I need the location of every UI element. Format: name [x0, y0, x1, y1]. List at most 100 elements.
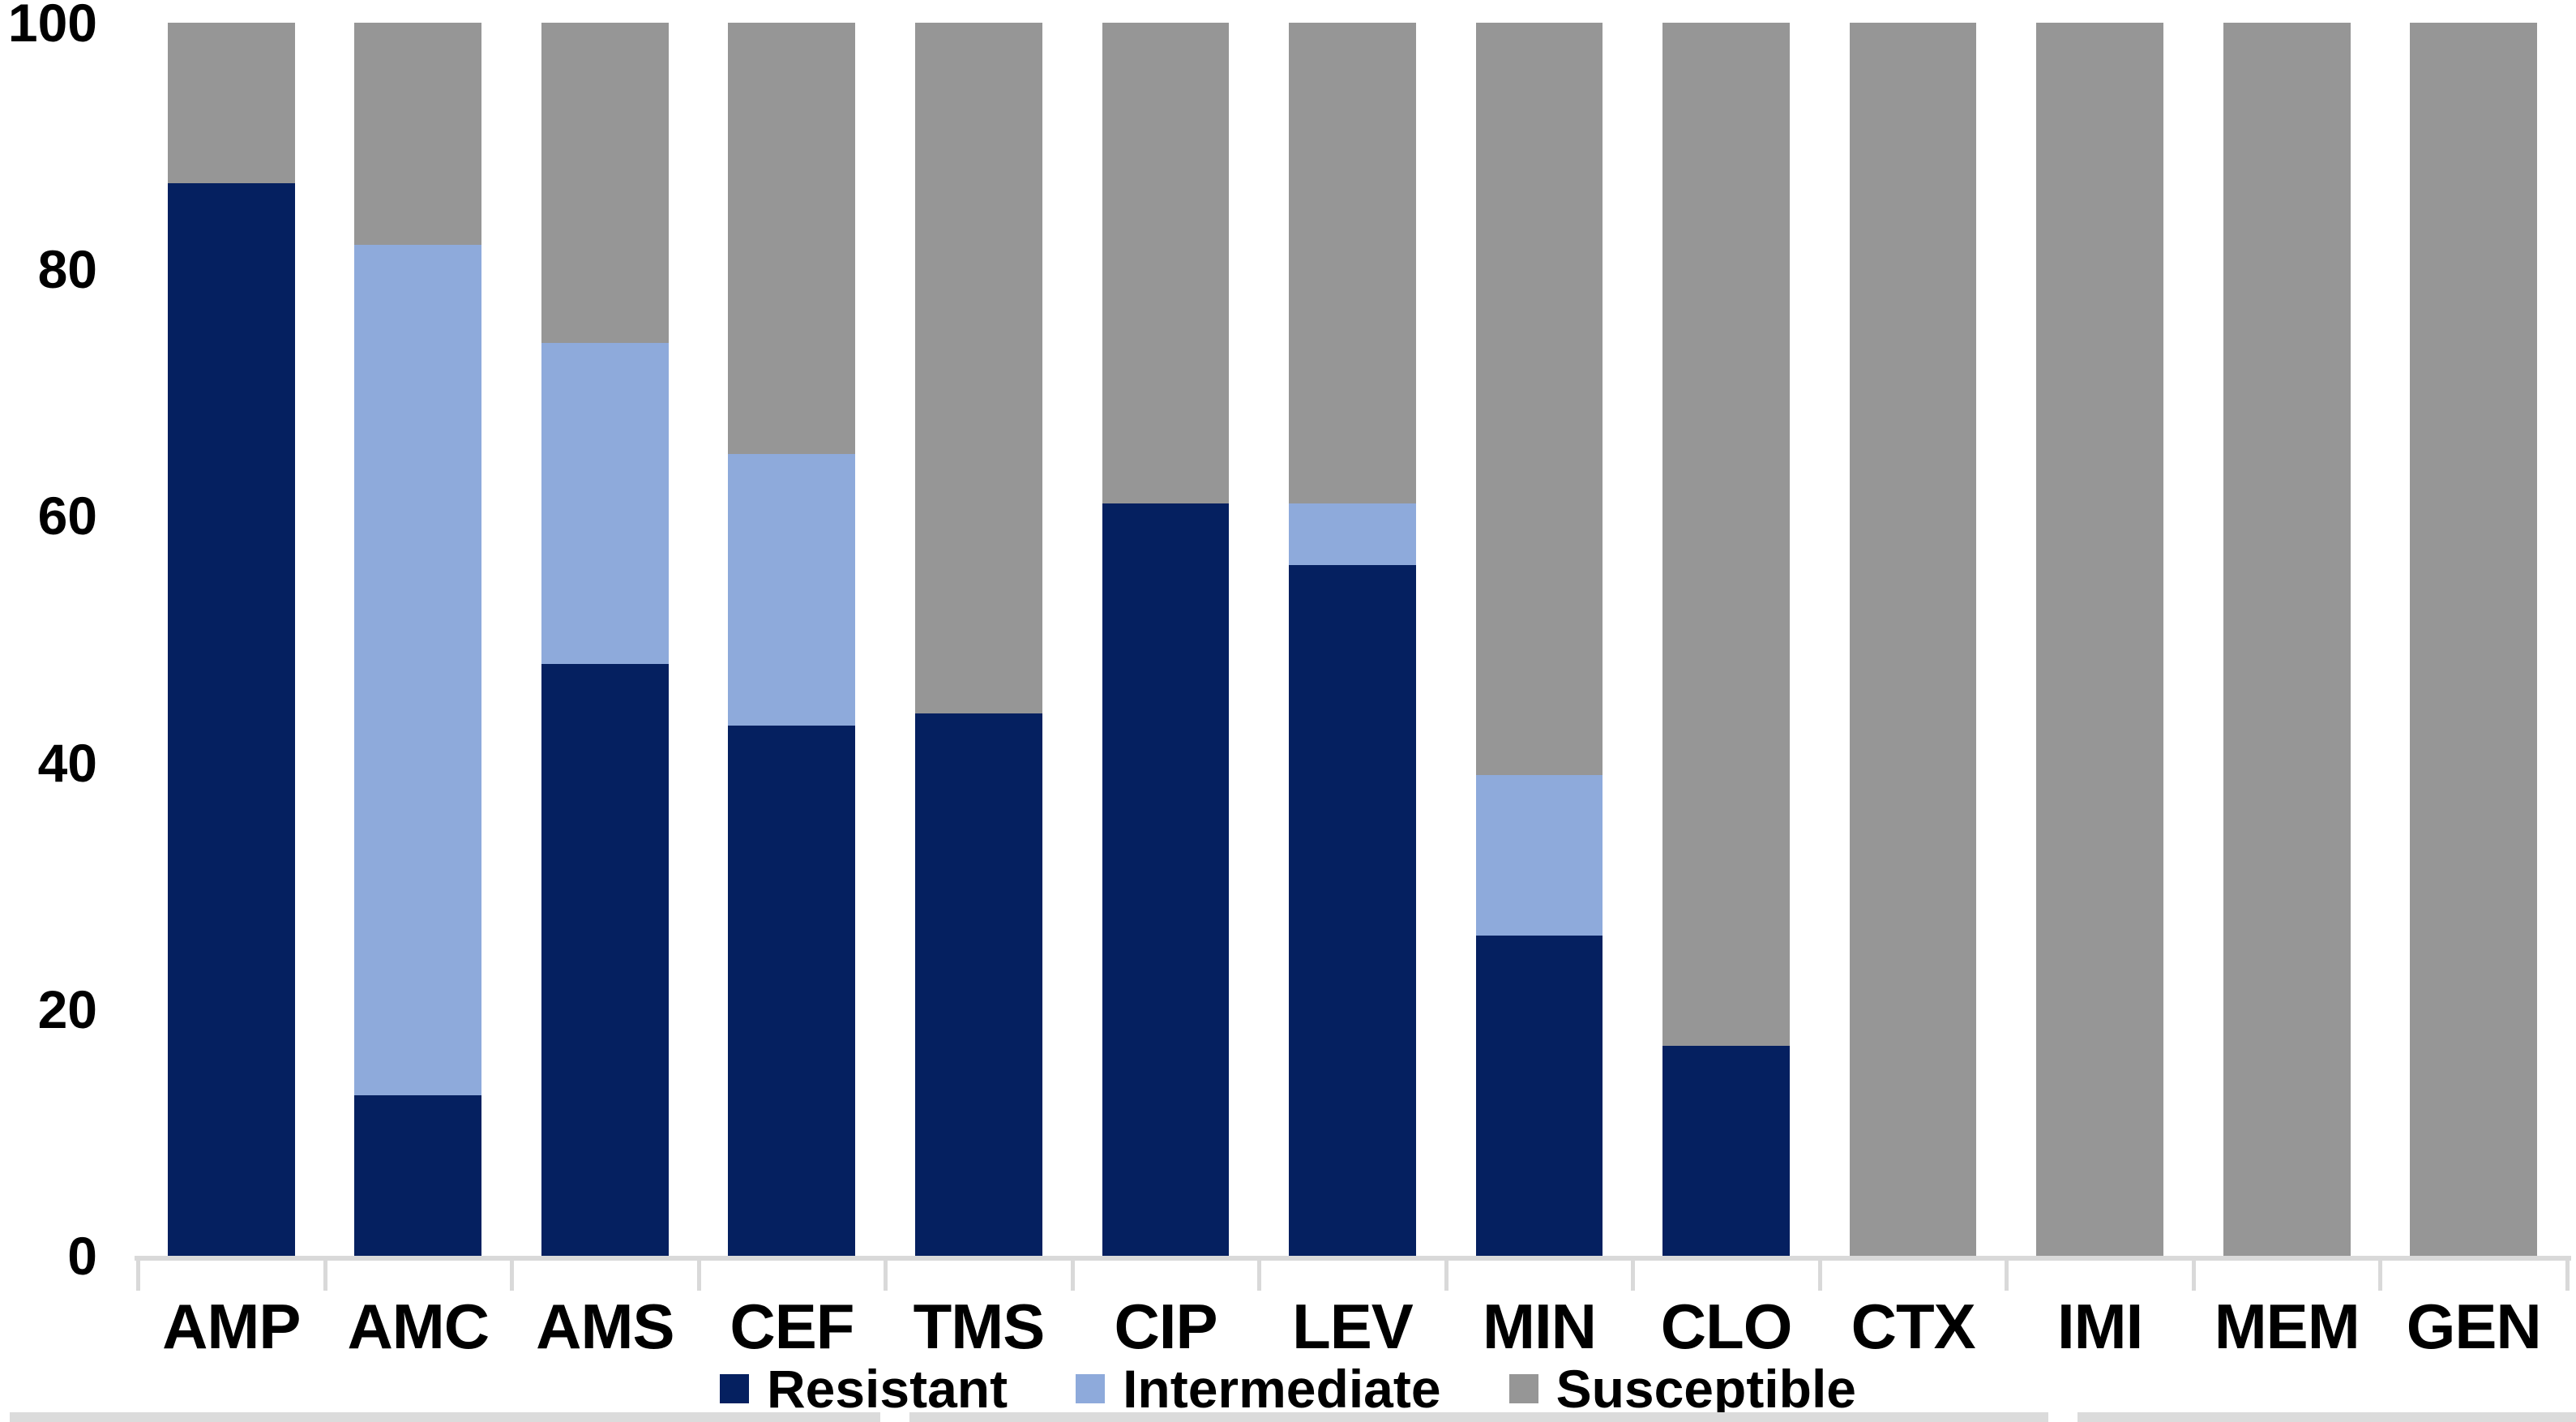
bar-segment-susceptible	[1289, 23, 1416, 504]
x-category-label-min: MIN	[1483, 1291, 1597, 1362]
category-slot	[1820, 23, 2007, 1256]
category-slot	[699, 23, 886, 1256]
x-axis-tick-mark	[1631, 1256, 1636, 1291]
bar-segment-susceptible	[2036, 23, 2163, 1256]
bar-segment-resistant	[1102, 503, 1230, 1256]
x-category-label-amc: AMC	[347, 1291, 490, 1362]
bar-segment-resistant	[541, 663, 669, 1256]
x-axis-tick-mark	[2191, 1256, 2196, 1291]
category-slot	[2193, 23, 2381, 1256]
category-slot	[325, 23, 512, 1256]
x-axis-tick-mark	[323, 1256, 327, 1291]
x-category-label-clo: CLO	[1660, 1291, 1793, 1362]
bar-segment-susceptible	[1475, 23, 1603, 775]
legend-item-susceptible: Susceptible	[1508, 1359, 1857, 1419]
x-category-label-cip: CIP	[1114, 1291, 1217, 1362]
legend-label-intermediate: Intermediate	[1123, 1359, 1441, 1419]
bar-segment-resistant	[1289, 565, 1416, 1256]
cropped-bar-top-strip	[909, 1412, 2048, 1422]
x-axis-category-labels: AMP AMC AMS CEF TMS CIP LEV MIN CLO CTX IMI MEM GEN	[138, 1295, 2567, 1368]
x-axis-tick-mark	[136, 1256, 140, 1291]
bar-segment-susceptible	[1849, 23, 1977, 1256]
category-slot	[1072, 23, 1260, 1256]
legend-item-intermediate: Intermediate	[1076, 1359, 1441, 1419]
x-category-label-imi: IMI	[2056, 1291, 2143, 1362]
y-axis-tick-labels: 0 20 40 60 80 100	[0, 0, 104, 1283]
y-tick-label: 100	[7, 0, 97, 53]
x-axis-tick-mark	[2378, 1256, 2383, 1291]
stacked-bar-imi	[2036, 23, 2163, 1256]
category-slot	[2380, 23, 2567, 1256]
bar-segment-resistant	[1475, 935, 1603, 1256]
x-axis-tick-mark	[2005, 1256, 2009, 1291]
x-axis-tick-mark	[696, 1256, 701, 1291]
bar-segment-intermediate	[1475, 774, 1603, 936]
stacked-bar-clo	[1662, 23, 1790, 1256]
x-category-label-ams: AMS	[536, 1291, 674, 1362]
y-tick-label: 60	[37, 486, 97, 546]
legend-swatch-intermediate	[1076, 1374, 1106, 1403]
legend-label-resistant: Resistant	[766, 1359, 1008, 1419]
cropped-bar-top-strip	[10, 1412, 880, 1422]
bar-segment-resistant	[728, 725, 856, 1256]
plot-area	[138, 23, 2567, 1256]
bar-segment-susceptible	[1662, 23, 1790, 1047]
stacked-bar-gen	[2410, 23, 2538, 1256]
category-slot	[1632, 23, 1820, 1256]
stacked-bar-amc	[354, 23, 482, 1256]
stacked-bar-cip	[1102, 23, 1230, 1256]
bar-segment-susceptible	[2410, 23, 2538, 1256]
bar-segment-resistant	[1662, 1046, 1790, 1256]
bar-segment-intermediate	[728, 454, 856, 726]
bar-segment-susceptible	[541, 23, 669, 344]
y-tick-label: 0	[67, 1226, 97, 1286]
y-tick-label: 40	[37, 732, 97, 793]
category-slot	[885, 23, 1072, 1256]
x-axis-tick-mark	[1817, 1256, 1822, 1291]
bar-segment-susceptible	[1102, 23, 1230, 504]
cropped-bar-top-strip	[2077, 1412, 2576, 1422]
x-axis-tick-mark	[884, 1256, 888, 1291]
x-category-label-amp: AMP	[162, 1291, 301, 1362]
x-axis-tick-mark	[510, 1256, 515, 1291]
bar-segment-susceptible	[915, 23, 1042, 713]
stacked-bar-lev	[1289, 23, 1416, 1256]
y-tick-label: 20	[37, 979, 97, 1039]
bar-segment-resistant	[167, 182, 295, 1256]
category-slot	[138, 23, 325, 1256]
category-slot	[511, 23, 699, 1256]
chart-legend: Resistant Intermediate Susceptible	[0, 1356, 2576, 1422]
stacked-bar-min	[1475, 23, 1603, 1256]
stacked-bar-ctx	[1849, 23, 1977, 1256]
x-axis-tick-mark	[1444, 1256, 1448, 1291]
x-category-label-mem: MEM	[2214, 1291, 2360, 1362]
x-category-label-tms: TMS	[913, 1291, 1046, 1362]
x-axis-line	[135, 1256, 2571, 1261]
x-category-label-ctx: CTX	[1851, 1291, 1976, 1362]
stacked-bar-mem	[2223, 23, 2351, 1256]
bar-segment-susceptible	[354, 23, 482, 245]
category-slot	[1446, 23, 1633, 1256]
stacked-bar-tms	[915, 23, 1042, 1256]
stacked-bar-ams	[541, 23, 669, 1256]
x-axis-tick-mark	[1070, 1256, 1075, 1291]
x-category-label-gen: GEN	[2406, 1291, 2542, 1362]
bar-segment-intermediate	[541, 343, 669, 664]
bar-segment-resistant	[354, 1095, 482, 1256]
x-axis-tick-mark	[1257, 1256, 1262, 1291]
y-tick-label: 80	[37, 239, 97, 300]
stacked-bar-cef	[728, 23, 856, 1256]
legend-swatch-resistant	[719, 1374, 749, 1403]
bar-segment-susceptible	[728, 23, 856, 455]
legend-swatch-susceptible	[1508, 1374, 1538, 1403]
bar-segment-resistant	[915, 713, 1042, 1256]
bar-segment-susceptible	[2223, 23, 2351, 1256]
x-category-label-lev: LEV	[1292, 1291, 1414, 1362]
stacked-bar-amp	[167, 23, 295, 1256]
legend-label-susceptible: Susceptible	[1555, 1359, 1857, 1419]
legend-item-resistant: Resistant	[719, 1359, 1008, 1419]
bar-segment-intermediate	[1289, 503, 1416, 566]
x-axis-tick-mark	[2565, 1256, 2570, 1291]
bar-segment-intermediate	[354, 244, 482, 1096]
